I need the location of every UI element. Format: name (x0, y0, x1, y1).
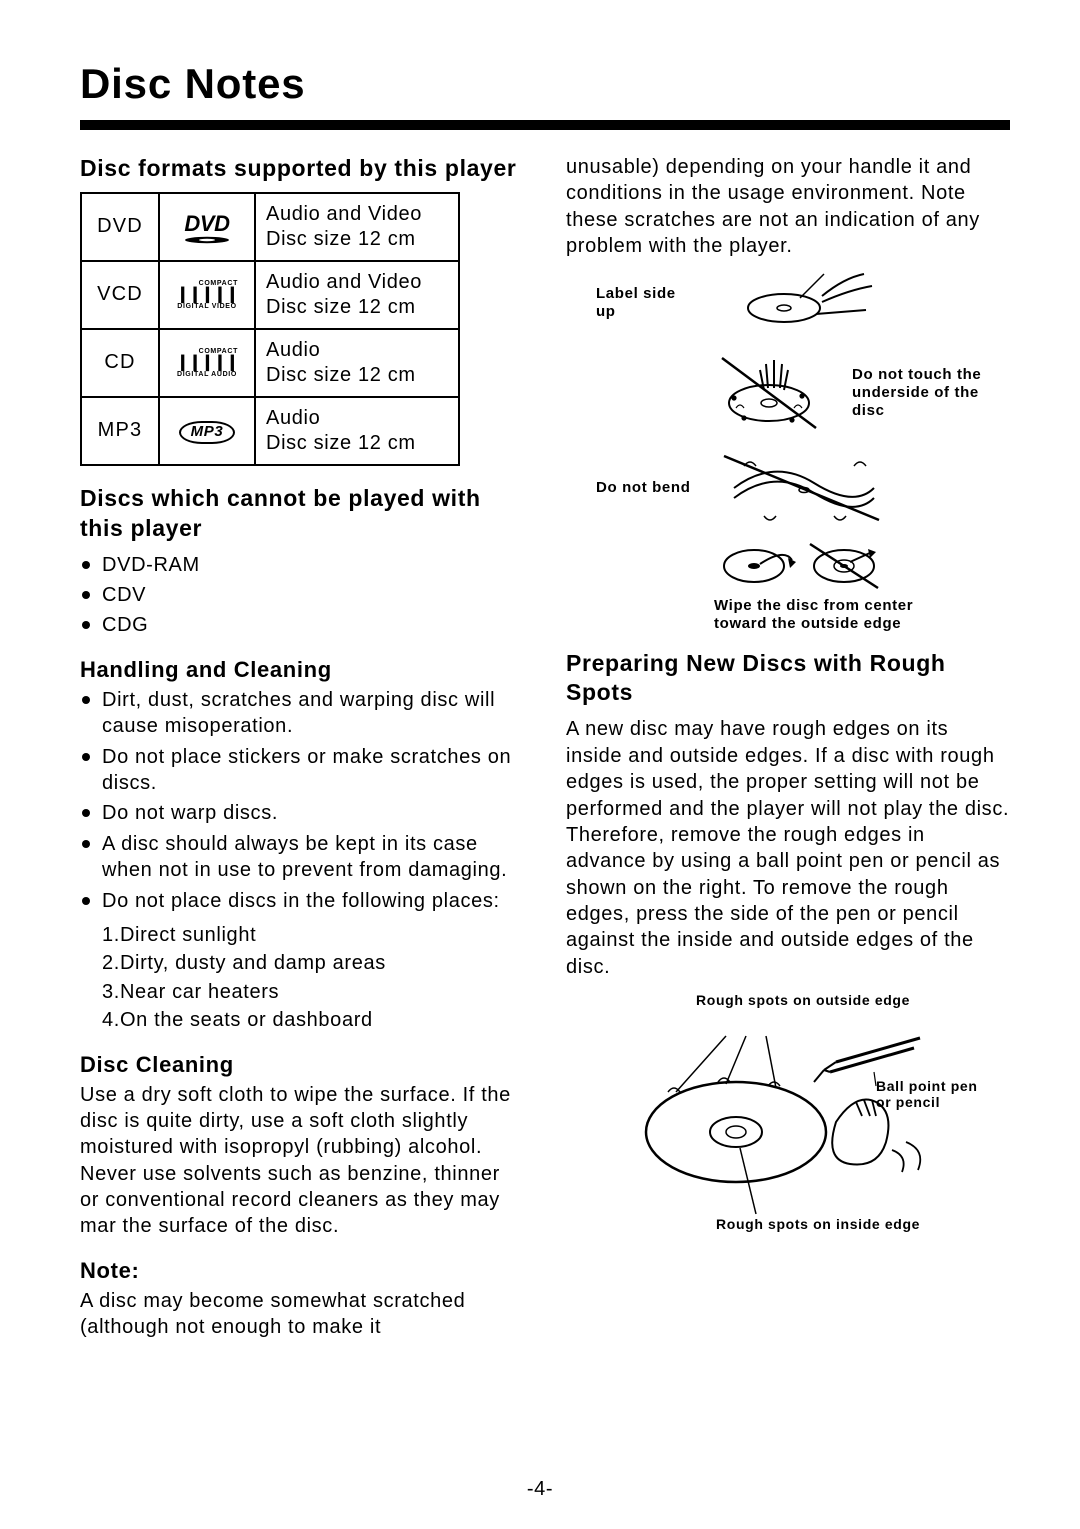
handling-diagrams: Label side up (596, 268, 1010, 633)
wipe-disc-icon (714, 538, 884, 593)
dvd-logo-icon: DVD (170, 211, 244, 244)
list-item: Dirt, dust, scratches and warping disc w… (80, 687, 524, 740)
format-desc: AudioDisc size 12 cm (255, 397, 459, 465)
handling-heading: Handling and Cleaning (80, 657, 524, 683)
disc-cleaning-heading: Disc Cleaning (80, 1052, 524, 1078)
table-row: CD COMPACT❙❙❙❙❙DIGITAL AUDIO AudioDisc siz… (81, 329, 459, 397)
format-name: DVD (81, 193, 159, 261)
handling-list: Dirt, dust, scratches and warping disc w… (80, 687, 524, 914)
list-item: DVD-RAM (80, 552, 524, 578)
page-number: -4- (0, 1478, 1080, 1501)
cannot-play-list: DVD-RAM CDV CDG (80, 552, 524, 639)
list-item: 3.Near car heaters (102, 979, 524, 1005)
rough-body: A new disc may have rough edges on its i… (566, 716, 1010, 980)
compact-disc-logo-icon: COMPACT❙❙❙❙❙DIGITAL AUDIO (170, 348, 244, 378)
hold-disc-icon (714, 268, 894, 338)
right-column: unusable) depending on your handle it an… (566, 154, 1010, 1347)
list-item: CDV (80, 582, 524, 608)
list-item: Do not warp discs. (80, 800, 524, 826)
list-item: 1.Direct sunlight (102, 922, 524, 948)
rough-heading: Preparing New Discs with Rough Spots (566, 649, 1010, 709)
label-wipe: Wipe the disc from center toward the out… (714, 597, 914, 633)
left-column: Disc formats supported by this player DV… (80, 154, 524, 1347)
format-logo: MP3 (159, 397, 255, 465)
list-item: Do not place discs in the following plac… (80, 888, 524, 914)
note-body-left: A disc may become somewhat scratched (al… (80, 1288, 524, 1341)
label-no-bend: Do not bend (596, 479, 696, 497)
compact-disc-logo-icon: COMPACT❙❙❙❙❙DIGITAL VIDEO (170, 280, 244, 310)
format-desc: Audio and VideoDisc size 12 cm (255, 193, 459, 261)
cannot-play-heading: Discs which cannot be played with this p… (80, 484, 524, 544)
places-list: 1.Direct sunlight2.Dirty, dusty and damp… (102, 922, 524, 1034)
format-logo: COMPACT❙❙❙❙❙DIGITAL VIDEO (159, 261, 255, 329)
disc-cleaning-body: Use a dry soft cloth to wipe the surface… (80, 1082, 524, 1240)
format-logo: COMPACT❙❙❙❙❙DIGITAL AUDIO (159, 329, 255, 397)
table-row: DVD DVD Audio and VideoDisc size 12 cm (81, 193, 459, 261)
list-item: 2.Dirty, dusty and damp areas (102, 950, 524, 976)
page-title: Disc Notes (80, 60, 1010, 108)
format-desc: AudioDisc size 12 cm (255, 329, 459, 397)
formats-heading: Disc formats supported by this player (80, 154, 524, 184)
note-heading: Note: (80, 1258, 524, 1284)
format-name: CD (81, 329, 159, 397)
format-name: MP3 (81, 397, 159, 465)
table-row: VCD COMPACT❙❙❙❙❙DIGITAL VIDEO Audio and Vi… (81, 261, 459, 329)
label-side-up: Label side up (596, 285, 696, 321)
formats-table: DVDDVDAudio and VideoDisc size 12 cmVCDC… (80, 192, 460, 466)
no-bend-icon (714, 448, 884, 528)
list-item: A disc should always be kept in its case… (80, 831, 524, 884)
label-no-touch: Do not touch the underside of the disc (852, 366, 1002, 420)
no-touch-icon (714, 348, 834, 438)
rough-spots-diagram: Rough spots on outside edge Ball point p… (606, 992, 986, 1252)
mp3-logo-icon: MP3 (179, 421, 236, 445)
list-item: Do not place stickers or make scratches … (80, 744, 524, 797)
format-desc: Audio and VideoDisc size 12 cm (255, 261, 459, 329)
note-body-right: unusable) depending on your handle it an… (566, 154, 1010, 260)
title-divider (80, 120, 1010, 130)
list-item: 4.On the seats or dashboard (102, 1007, 524, 1033)
format-logo: DVD (159, 193, 255, 261)
list-item: CDG (80, 612, 524, 638)
table-row: MP3 MP3 AudioDisc size 12 cm (81, 397, 459, 465)
format-name: VCD (81, 261, 159, 329)
